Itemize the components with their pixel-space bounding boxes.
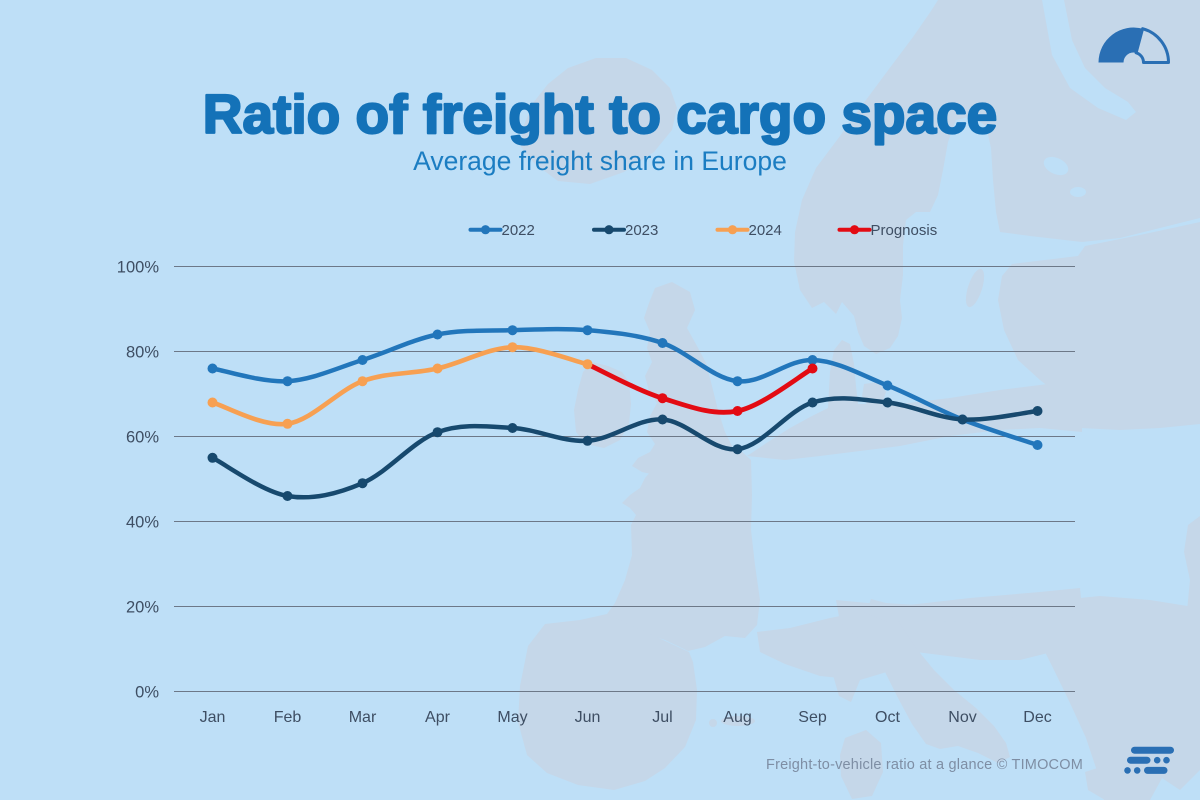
svg-text:20%: 20% [126, 598, 159, 616]
svg-text:Average freight share in Europ: Average freight share in Europe [413, 146, 787, 176]
svg-text:Jan: Jan [200, 709, 226, 726]
svg-text:2023: 2023 [625, 222, 658, 239]
svg-text:0%: 0% [135, 683, 159, 701]
svg-text:Mar: Mar [349, 709, 377, 726]
svg-text:Prognosis: Prognosis [871, 222, 938, 239]
svg-text:Feb: Feb [274, 709, 302, 726]
svg-text:Ratio of freight to cargo spac: Ratio of freight to cargo space [203, 83, 998, 145]
svg-text:2024: 2024 [749, 222, 782, 239]
svg-text:2022: 2022 [502, 222, 535, 239]
svg-text:Apr: Apr [425, 709, 451, 726]
svg-text:100%: 100% [117, 258, 160, 276]
svg-text:Freight-to-vehicle ratio at a: Freight-to-vehicle ratio at a glance © T… [766, 757, 1083, 773]
svg-text:40%: 40% [126, 513, 159, 531]
svg-text:60%: 60% [126, 428, 159, 446]
svg-text:Dec: Dec [1023, 709, 1051, 726]
svg-text:Nov: Nov [948, 709, 976, 726]
svg-text:May: May [497, 709, 527, 726]
svg-text:Jul: Jul [652, 709, 672, 726]
svg-text:Aug: Aug [723, 709, 751, 726]
svg-text:Jun: Jun [575, 709, 601, 726]
svg-text:Oct: Oct [875, 709, 900, 726]
svg-text:80%: 80% [126, 343, 159, 361]
svg-text:Sep: Sep [798, 709, 827, 726]
